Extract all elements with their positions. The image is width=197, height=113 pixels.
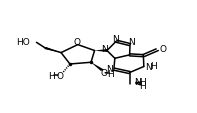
Text: H: H (139, 82, 146, 91)
Text: H: H (48, 71, 55, 80)
Text: N: N (101, 44, 108, 53)
Text: H: H (107, 69, 114, 78)
Polygon shape (91, 63, 104, 71)
Text: O: O (56, 71, 63, 80)
Polygon shape (45, 48, 61, 53)
Text: O: O (73, 38, 80, 47)
Text: O: O (100, 69, 108, 78)
Text: N: N (145, 62, 151, 71)
Text: H: H (139, 77, 146, 86)
Text: O: O (160, 45, 167, 54)
Text: H: H (150, 61, 157, 70)
Text: N: N (128, 38, 134, 47)
Text: N: N (112, 34, 119, 43)
Text: N: N (106, 65, 113, 73)
Text: HO: HO (16, 37, 30, 46)
Polygon shape (94, 50, 107, 53)
Text: N: N (134, 78, 141, 87)
